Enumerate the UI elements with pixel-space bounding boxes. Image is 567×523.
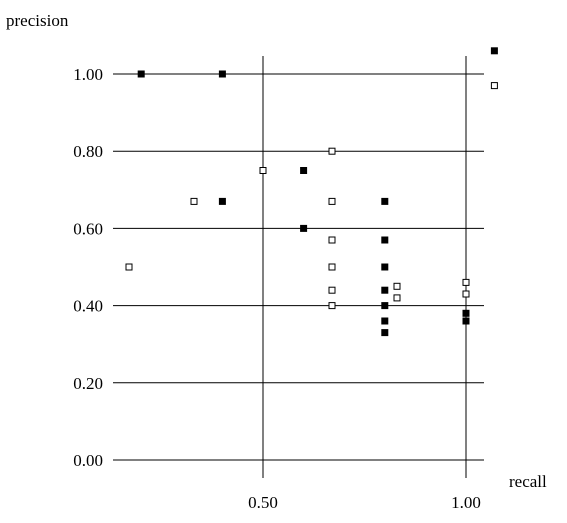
data-points [125,47,498,337]
filled-square-point [381,286,389,294]
filled-square-point [462,317,470,325]
filled-square-point [300,224,308,232]
filled-square-point [490,47,498,55]
filled-square-point [381,302,389,310]
open-square-point [125,263,133,271]
open-square-point [393,294,401,302]
y-tick-label: 0.20 [73,374,103,393]
open-square-point [190,197,198,205]
x-tick-label: 0.50 [248,493,278,512]
open-square-point [490,82,498,90]
grid-lines [113,56,484,478]
filled-square-point [137,70,145,78]
y-tick-label: 0.60 [73,219,103,238]
open-square-point [462,278,470,286]
open-square-point [328,263,336,271]
tick-labels: 0.00 0.20 0.40 0.60 0.80 1.00 0.50 1.00 [73,65,481,512]
y-tick-label: 1.00 [73,65,103,84]
filled-square-point [300,167,308,174]
open-square-point [328,286,336,294]
y-axis-label: precision [6,11,69,30]
filled-square-point [381,317,389,325]
x-axis-label: recall [509,472,547,491]
filled-square-point [218,70,226,78]
y-tick-label: 0.80 [73,142,103,161]
x-tick-label: 1.00 [451,493,481,512]
filled-square-point [462,309,470,317]
open-square-point [328,147,336,155]
open-square-point [328,197,336,205]
filled-square-point [381,329,389,337]
open-square-point [393,282,401,290]
filled-square-point [381,197,389,205]
filled-square-point [381,236,389,244]
y-tick-label: 0.00 [73,451,103,470]
filled-square-point [381,263,389,271]
open-square-point [462,290,470,298]
filled-square-point [218,197,226,205]
open-square-point [328,236,336,244]
y-tick-label: 0.40 [73,297,103,316]
open-square-point [259,167,267,174]
open-square-point [328,302,336,310]
